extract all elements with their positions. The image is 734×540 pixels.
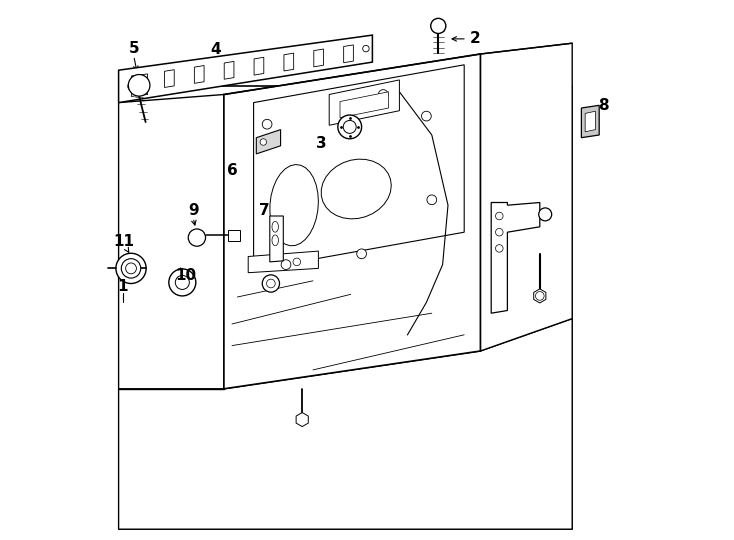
- Circle shape: [266, 279, 275, 288]
- Circle shape: [262, 119, 272, 129]
- Polygon shape: [581, 105, 599, 138]
- Text: 11: 11: [114, 234, 134, 249]
- Polygon shape: [119, 94, 224, 389]
- Polygon shape: [330, 80, 399, 125]
- Circle shape: [116, 253, 146, 284]
- Circle shape: [128, 75, 150, 96]
- Polygon shape: [491, 202, 539, 313]
- Polygon shape: [119, 35, 372, 103]
- Text: 6: 6: [227, 163, 237, 178]
- Circle shape: [128, 82, 137, 91]
- Polygon shape: [164, 70, 174, 87]
- Polygon shape: [284, 53, 294, 71]
- Polygon shape: [321, 159, 391, 219]
- Circle shape: [378, 90, 388, 99]
- Circle shape: [262, 275, 280, 292]
- Circle shape: [188, 229, 206, 246]
- Polygon shape: [131, 74, 148, 97]
- Circle shape: [363, 45, 369, 52]
- Circle shape: [338, 115, 362, 139]
- Polygon shape: [256, 130, 280, 154]
- Circle shape: [357, 249, 366, 259]
- Polygon shape: [344, 45, 353, 63]
- Circle shape: [495, 228, 503, 236]
- Text: 8: 8: [598, 98, 608, 113]
- Polygon shape: [585, 111, 595, 132]
- Text: 7: 7: [259, 203, 269, 218]
- Circle shape: [344, 120, 356, 133]
- Polygon shape: [270, 216, 283, 262]
- Circle shape: [431, 18, 446, 33]
- Polygon shape: [314, 49, 324, 67]
- Polygon shape: [272, 235, 278, 246]
- Polygon shape: [119, 319, 573, 529]
- Text: 1: 1: [117, 279, 128, 294]
- Text: 9: 9: [188, 203, 198, 218]
- Bar: [228, 230, 240, 241]
- Text: 3: 3: [316, 136, 327, 151]
- Circle shape: [539, 208, 552, 221]
- Text: 5: 5: [128, 41, 139, 56]
- Circle shape: [175, 275, 189, 289]
- Polygon shape: [480, 43, 573, 351]
- Circle shape: [427, 195, 437, 205]
- Polygon shape: [270, 165, 319, 246]
- Circle shape: [281, 260, 291, 269]
- Text: 2: 2: [470, 31, 480, 46]
- Circle shape: [169, 269, 196, 296]
- Circle shape: [495, 212, 503, 220]
- Polygon shape: [272, 221, 278, 232]
- Circle shape: [293, 258, 301, 266]
- Polygon shape: [119, 86, 567, 529]
- Circle shape: [126, 263, 137, 274]
- Polygon shape: [224, 62, 234, 79]
- Polygon shape: [254, 65, 464, 270]
- Polygon shape: [340, 92, 388, 118]
- Circle shape: [121, 259, 141, 278]
- Circle shape: [260, 139, 266, 145]
- Polygon shape: [248, 251, 319, 273]
- Circle shape: [495, 245, 503, 252]
- Polygon shape: [254, 57, 264, 75]
- Circle shape: [536, 292, 544, 300]
- Circle shape: [421, 111, 432, 121]
- Text: 4: 4: [211, 42, 221, 57]
- Polygon shape: [224, 54, 480, 389]
- Text: 10: 10: [175, 268, 197, 283]
- Polygon shape: [195, 65, 204, 83]
